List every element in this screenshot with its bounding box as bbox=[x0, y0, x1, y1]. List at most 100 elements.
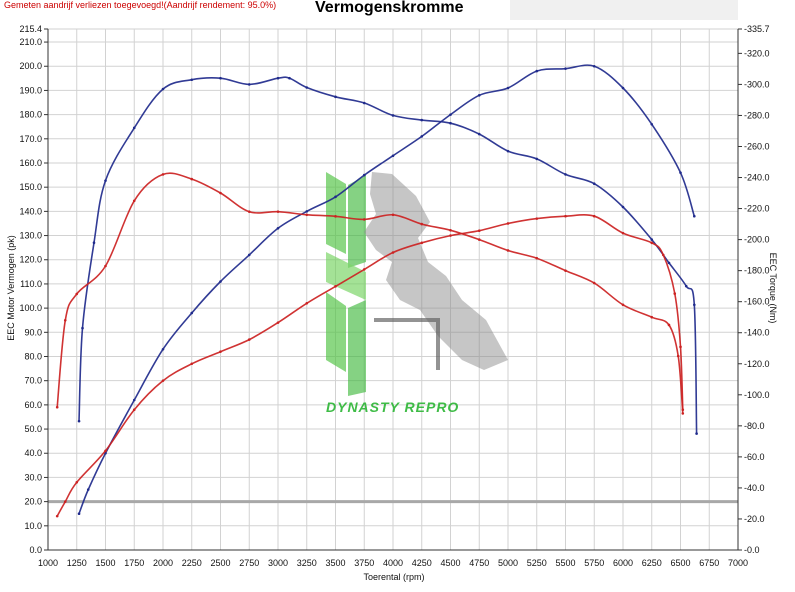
x-tick-label: 2750 bbox=[239, 558, 259, 568]
data-point bbox=[219, 280, 222, 283]
data-point bbox=[190, 311, 194, 315]
y-axis-right-label: EEC Torque (Nm) bbox=[768, 253, 778, 324]
data-point bbox=[420, 222, 424, 226]
data-point bbox=[592, 281, 596, 285]
y-right-tick-label: -200.0 bbox=[744, 235, 770, 245]
data-point bbox=[477, 229, 481, 233]
data-point bbox=[679, 171, 682, 174]
data-point bbox=[276, 76, 280, 80]
y-left-tick-label: 210.0 bbox=[19, 37, 42, 47]
watermark-logo: DYNASTY REPRO bbox=[326, 172, 508, 415]
data-point bbox=[506, 86, 510, 90]
data-point bbox=[667, 261, 671, 265]
y-left-tick-label: 10.0 bbox=[24, 521, 42, 531]
y-right-tick-label: -20.0 bbox=[744, 514, 765, 524]
data-point bbox=[477, 132, 481, 136]
series-group bbox=[55, 64, 698, 518]
data-point bbox=[676, 354, 680, 358]
watermark-letter-shape bbox=[348, 175, 366, 268]
data-point bbox=[362, 101, 366, 105]
x-tick-label: 6000 bbox=[613, 558, 633, 568]
data-point bbox=[55, 514, 59, 518]
data-point bbox=[592, 182, 596, 186]
data-point bbox=[506, 149, 510, 153]
data-point bbox=[449, 228, 452, 232]
data-point bbox=[693, 214, 696, 218]
y-left-tick-label: 90.0 bbox=[24, 327, 42, 337]
y-left-tick-label: 80.0 bbox=[24, 351, 42, 361]
data-point bbox=[161, 379, 165, 382]
data-point bbox=[362, 218, 366, 221]
data-point bbox=[63, 500, 67, 503]
data-point bbox=[190, 177, 194, 181]
data-point bbox=[535, 69, 539, 73]
y-right-tick-label: -220.0 bbox=[744, 204, 770, 214]
y-left-tick-label: 20.0 bbox=[24, 497, 42, 507]
data-point bbox=[132, 398, 136, 402]
y-left-tick-label: 190.0 bbox=[19, 85, 42, 95]
data-point bbox=[362, 173, 366, 177]
data-point bbox=[247, 210, 251, 213]
data-point bbox=[334, 95, 337, 99]
data-point bbox=[305, 210, 309, 213]
data-point bbox=[449, 113, 452, 116]
data-point bbox=[681, 412, 685, 415]
y-right-tick-label: -140.0 bbox=[744, 328, 770, 338]
series-line-1 bbox=[78, 64, 696, 514]
y-left-tick-label: 60.0 bbox=[24, 400, 42, 410]
data-point bbox=[247, 83, 251, 86]
data-point bbox=[276, 227, 280, 230]
data-point bbox=[391, 251, 395, 254]
x-tick-label: 1250 bbox=[67, 558, 87, 568]
watermark-letter-shape bbox=[326, 252, 366, 300]
data-point bbox=[190, 78, 194, 82]
data-point bbox=[77, 512, 81, 516]
y-left-tick-label: 150.0 bbox=[19, 182, 42, 192]
watermark-letter-shape bbox=[326, 172, 346, 254]
data-point bbox=[75, 292, 79, 296]
data-point bbox=[77, 419, 81, 423]
data-point bbox=[506, 249, 510, 252]
y-right-tick-label: -280.0 bbox=[744, 110, 770, 120]
watermark-letter-shape bbox=[348, 300, 366, 396]
data-point bbox=[449, 121, 452, 125]
x-tick-label: 3250 bbox=[297, 558, 317, 568]
chart-grid bbox=[47, 28, 739, 551]
y-axis-left-label: EEC Motor Vermogen (pk) bbox=[6, 235, 16, 341]
chart-title: Vermogenskromme bbox=[315, 0, 464, 16]
data-point bbox=[219, 76, 222, 80]
data-point bbox=[693, 303, 696, 307]
data-point bbox=[63, 319, 67, 322]
y-right-tick-label: -180.0 bbox=[744, 266, 770, 276]
y-left-tick-label: 120.0 bbox=[19, 255, 42, 265]
data-point bbox=[334, 215, 337, 218]
data-point bbox=[161, 173, 165, 176]
series-line-2 bbox=[78, 76, 698, 434]
data-point bbox=[621, 303, 625, 307]
data-point bbox=[132, 126, 136, 130]
y-left-tick-label: 180.0 bbox=[19, 110, 42, 120]
x-tick-label: 4750 bbox=[469, 558, 489, 568]
data-point bbox=[535, 217, 539, 220]
y-left-tick-label: 215.4 bbox=[19, 24, 42, 34]
data-point bbox=[391, 114, 395, 117]
data-point bbox=[564, 269, 567, 272]
data-point bbox=[650, 315, 654, 319]
y-left-tick-label: 40.0 bbox=[24, 448, 42, 458]
data-point bbox=[449, 234, 452, 237]
y-right-tick-label: -0.0 bbox=[744, 545, 760, 555]
x-tick-label: 4500 bbox=[440, 558, 460, 568]
data-point bbox=[104, 264, 107, 268]
x-tick-label: 1750 bbox=[124, 558, 144, 568]
axes-group: 1000 1250 1500 1750 2000 2250 2500 2750 3000 3250… bbox=[19, 24, 769, 568]
data-point bbox=[334, 195, 337, 199]
data-point bbox=[695, 432, 698, 435]
data-point bbox=[564, 214, 567, 218]
x-tick-label: 5750 bbox=[584, 558, 604, 568]
y-left-tick-label: 140.0 bbox=[19, 206, 42, 216]
data-point bbox=[477, 238, 481, 241]
data-point bbox=[673, 292, 677, 295]
data-point bbox=[391, 213, 395, 217]
y-left-tick-label: 160.0 bbox=[19, 158, 42, 168]
